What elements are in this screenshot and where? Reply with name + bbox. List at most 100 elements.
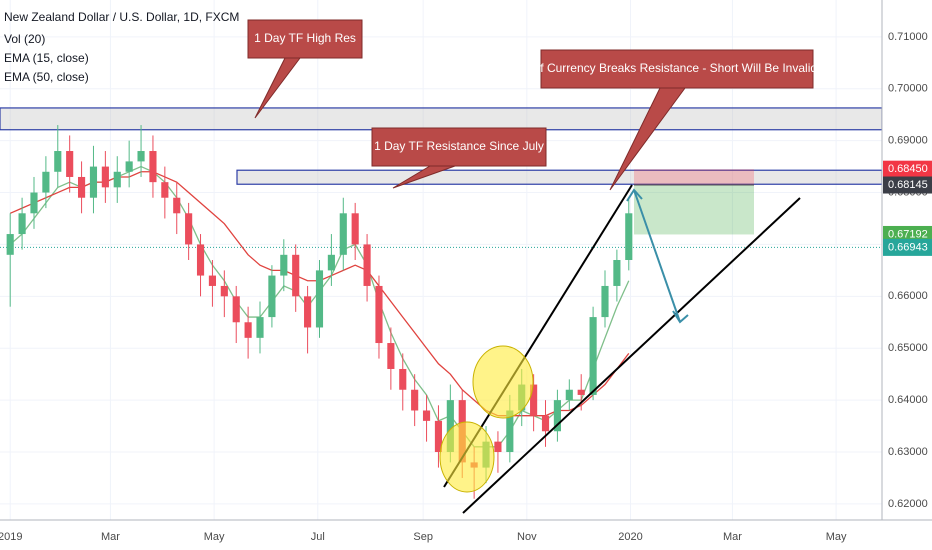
target-zone: [634, 185, 754, 235]
candle-body: [577, 389, 585, 395]
candle-body: [66, 151, 74, 177]
candle-body: [42, 171, 50, 193]
candle-body: [327, 254, 335, 271]
arrow-head: [626, 188, 643, 202]
candle-body: [411, 389, 419, 411]
candle-body: [113, 171, 121, 188]
y-tick-label: 0.66000: [888, 290, 928, 302]
y-tick-label: 0.71000: [888, 31, 928, 43]
price-label-bg: [883, 238, 932, 256]
candle-body: [541, 415, 550, 432]
y-tick-label: 0.69000: [888, 135, 928, 147]
price-label: 0.67192: [888, 228, 928, 240]
legend-entry: EMA (50, close): [4, 70, 89, 84]
indicator-label: Vol (20): [4, 32, 45, 46]
candle-body: [149, 151, 157, 183]
y-tick-label: 0.62000: [888, 498, 928, 510]
callout-box: [247, 19, 363, 59]
highlight-circle: [439, 421, 495, 493]
candle-body: [506, 410, 514, 453]
candle-body: [78, 176, 86, 198]
candle-body: [161, 182, 169, 198]
time-axis-bg: [0, 520, 932, 550]
candle-body: [339, 213, 347, 255]
candle-body: [196, 244, 205, 276]
candle-body: [565, 389, 573, 401]
highlight-circle: [472, 345, 534, 419]
callout-text: If Currency Breaks Resistance - Short Wi…: [537, 61, 817, 75]
candle-body: [232, 296, 240, 323]
candle-body: [89, 166, 98, 198]
legend-entry: EMA (15, close): [4, 51, 89, 65]
candle-body: [244, 322, 252, 338]
candle-body: [54, 151, 62, 172]
resistance-zone: [236, 169, 883, 185]
candle-body: [6, 234, 14, 255]
candle-body: [185, 213, 193, 245]
price-label: 0.68145: [888, 179, 928, 191]
legend: New Zealand Dollar / U.S. Dollar, 1D, FX…: [4, 10, 239, 84]
price-axis-bg: [882, 0, 932, 550]
candle-body: [375, 285, 383, 344]
price-label-bg: [883, 225, 932, 243]
y-tick-label: 0.65000: [888, 342, 928, 354]
callout-box: [371, 127, 547, 167]
candle-body: [18, 213, 26, 235]
price-label-bg: [883, 160, 932, 178]
x-tick-label: May: [826, 531, 847, 543]
x-tick-label: 2019: [0, 531, 22, 543]
x-tick-label: Nov: [517, 531, 537, 543]
resistance-zone: [0, 107, 883, 131]
candle-body: [304, 296, 312, 328]
candle-body: [315, 270, 324, 328]
candle-body: [625, 213, 633, 260]
x-tick-label: Jul: [311, 531, 325, 543]
stop-zone: [634, 169, 754, 186]
candle-body: [446, 400, 454, 453]
drawings: 1 Day TF High Res If Currency Breaks Res…: [247, 19, 817, 514]
arrow-head: [672, 310, 689, 324]
candle-body: [173, 197, 181, 214]
candle-body: [137, 151, 145, 162]
price-label: 0.66943: [888, 241, 928, 253]
candle-body: [101, 166, 109, 188]
candle-body: [125, 161, 133, 172]
candle-body: [256, 317, 264, 338]
callout-text: 1 Day TF Resistance Since July: [374, 139, 544, 153]
trend-line: [462, 197, 801, 514]
callout-text: 1 Day TF High Res: [254, 31, 356, 45]
candle-body: [613, 260, 621, 286]
candle-body: [530, 384, 538, 416]
candle-body: [434, 420, 443, 453]
candle-body: [292, 254, 300, 297]
y-tick-label: 0.63000: [888, 446, 928, 458]
candle-body: [589, 317, 597, 395]
candle-body: [208, 275, 216, 286]
candle-body: [422, 410, 431, 421]
x-tick-label: May: [204, 531, 225, 543]
callout-box: [540, 49, 814, 89]
y-tick-label: 0.70000: [888, 83, 928, 95]
price-label-bg: [883, 176, 932, 194]
candle-body: [30, 192, 38, 214]
price-label: 0.68450: [888, 163, 928, 175]
candle-body: [363, 244, 371, 286]
candle-body: [494, 441, 502, 453]
candle-body: [280, 254, 288, 276]
candle-body: [268, 275, 276, 318]
y-tick-label: 0.64000: [888, 394, 928, 406]
x-tick-label: Sep: [413, 531, 433, 543]
x-tick-label: Mar: [723, 531, 742, 543]
projection-arrow: [633, 189, 681, 323]
candle-body: [351, 213, 359, 245]
candle-body: [220, 285, 228, 297]
plot-area: [0, 0, 883, 520]
candle-body: [601, 285, 609, 318]
candle-body: [387, 343, 395, 369]
chart-title: New Zealand Dollar / U.S. Dollar, 1D, FX…: [4, 10, 239, 24]
candle-body: [553, 400, 561, 432]
x-tick-label: Mar: [101, 531, 120, 543]
